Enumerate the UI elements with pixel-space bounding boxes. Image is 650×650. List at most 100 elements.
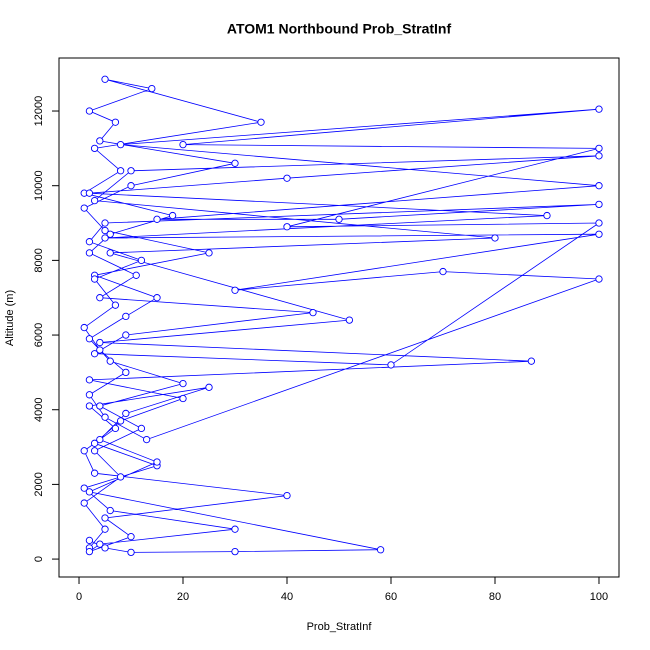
data-point [122,312,130,321]
data-point [231,547,239,556]
data-point [595,152,603,160]
data-point [491,234,499,242]
data-point [85,391,94,399]
data-point [96,402,104,410]
data-point [96,294,104,302]
data-point [116,417,125,425]
data-point [122,409,130,418]
data-point [439,267,447,276]
data-point [90,447,99,455]
data-point [127,167,135,175]
data-point [85,488,94,496]
data-point [205,383,213,391]
data-line [83,78,601,553]
data-point [85,107,94,115]
data-point [85,536,94,545]
data-point [106,249,114,257]
data-point [153,458,161,466]
data-point [101,514,109,522]
data-point [127,182,135,190]
data-point [111,301,120,309]
data-point [595,182,603,190]
data-point [85,189,94,197]
data-point [179,394,187,403]
data-point [595,230,603,238]
data-point [80,499,88,507]
data-point [153,215,161,223]
y-tick-label: 6000 [33,323,45,347]
data-point [106,230,114,238]
data-point [101,226,109,235]
data-point [283,491,291,500]
x-tick-label: 80 [489,591,501,603]
x-tick-label: 60 [385,591,397,603]
x-tick-label: 100 [590,591,608,603]
data-point [205,249,213,257]
data-point [148,84,156,93]
data-point [387,361,395,369]
data-point [543,211,551,220]
data-point [231,159,239,167]
y-tick-label: 4000 [33,397,45,421]
data-point [85,547,94,556]
data-point [96,435,104,444]
y-tick-label: 12000 [33,96,45,127]
data-point [80,204,88,212]
data-point [142,435,151,444]
data-point [101,525,109,533]
data-point [101,75,109,83]
data-point [101,219,109,227]
data-point [90,196,99,205]
data-point [101,413,109,421]
data-point [116,140,125,149]
data-point [96,338,104,347]
x-axis-label: Prob_StratInf [307,621,373,633]
data-point [96,137,104,145]
chart-title: ATOM1 Northbound Prob_StratInf [227,21,452,37]
data-point [96,346,104,354]
x-tick-label: 0 [76,591,82,603]
y-tick-label: 0 [33,556,45,562]
data-point [595,105,603,113]
data-point [116,167,125,175]
x-tick-label: 40 [281,591,293,603]
data-point [122,331,130,339]
data-point [111,118,120,126]
data-point [179,379,187,388]
data-point [106,506,114,515]
data-point [106,357,114,365]
data-point [132,271,140,279]
x-tick-label: 20 [177,591,189,603]
data-point [85,335,94,343]
data-point [90,469,99,477]
data-point [376,546,385,554]
y-tick-label: 8000 [33,248,45,272]
data-point [101,544,109,552]
data-point [80,447,88,455]
data-point [168,211,177,220]
data-point [153,294,161,302]
data-point [231,525,239,533]
data-point [283,174,291,182]
data-point [122,368,130,377]
data-point [85,238,94,246]
data-point [595,144,603,153]
data-point [85,376,94,384]
data-point [85,249,94,257]
y-axis-label: Altitude (m) [4,290,16,346]
data-point [127,548,135,557]
data-point [90,439,99,447]
data-point [90,144,99,153]
data-point [595,219,603,227]
data-point [137,256,146,265]
data-point [595,275,603,283]
data-point [527,357,536,365]
data-point [595,200,603,209]
data-point [111,424,120,433]
data-point [127,533,135,541]
data-point [80,323,88,332]
data-point [179,140,187,149]
data-point [257,118,265,126]
